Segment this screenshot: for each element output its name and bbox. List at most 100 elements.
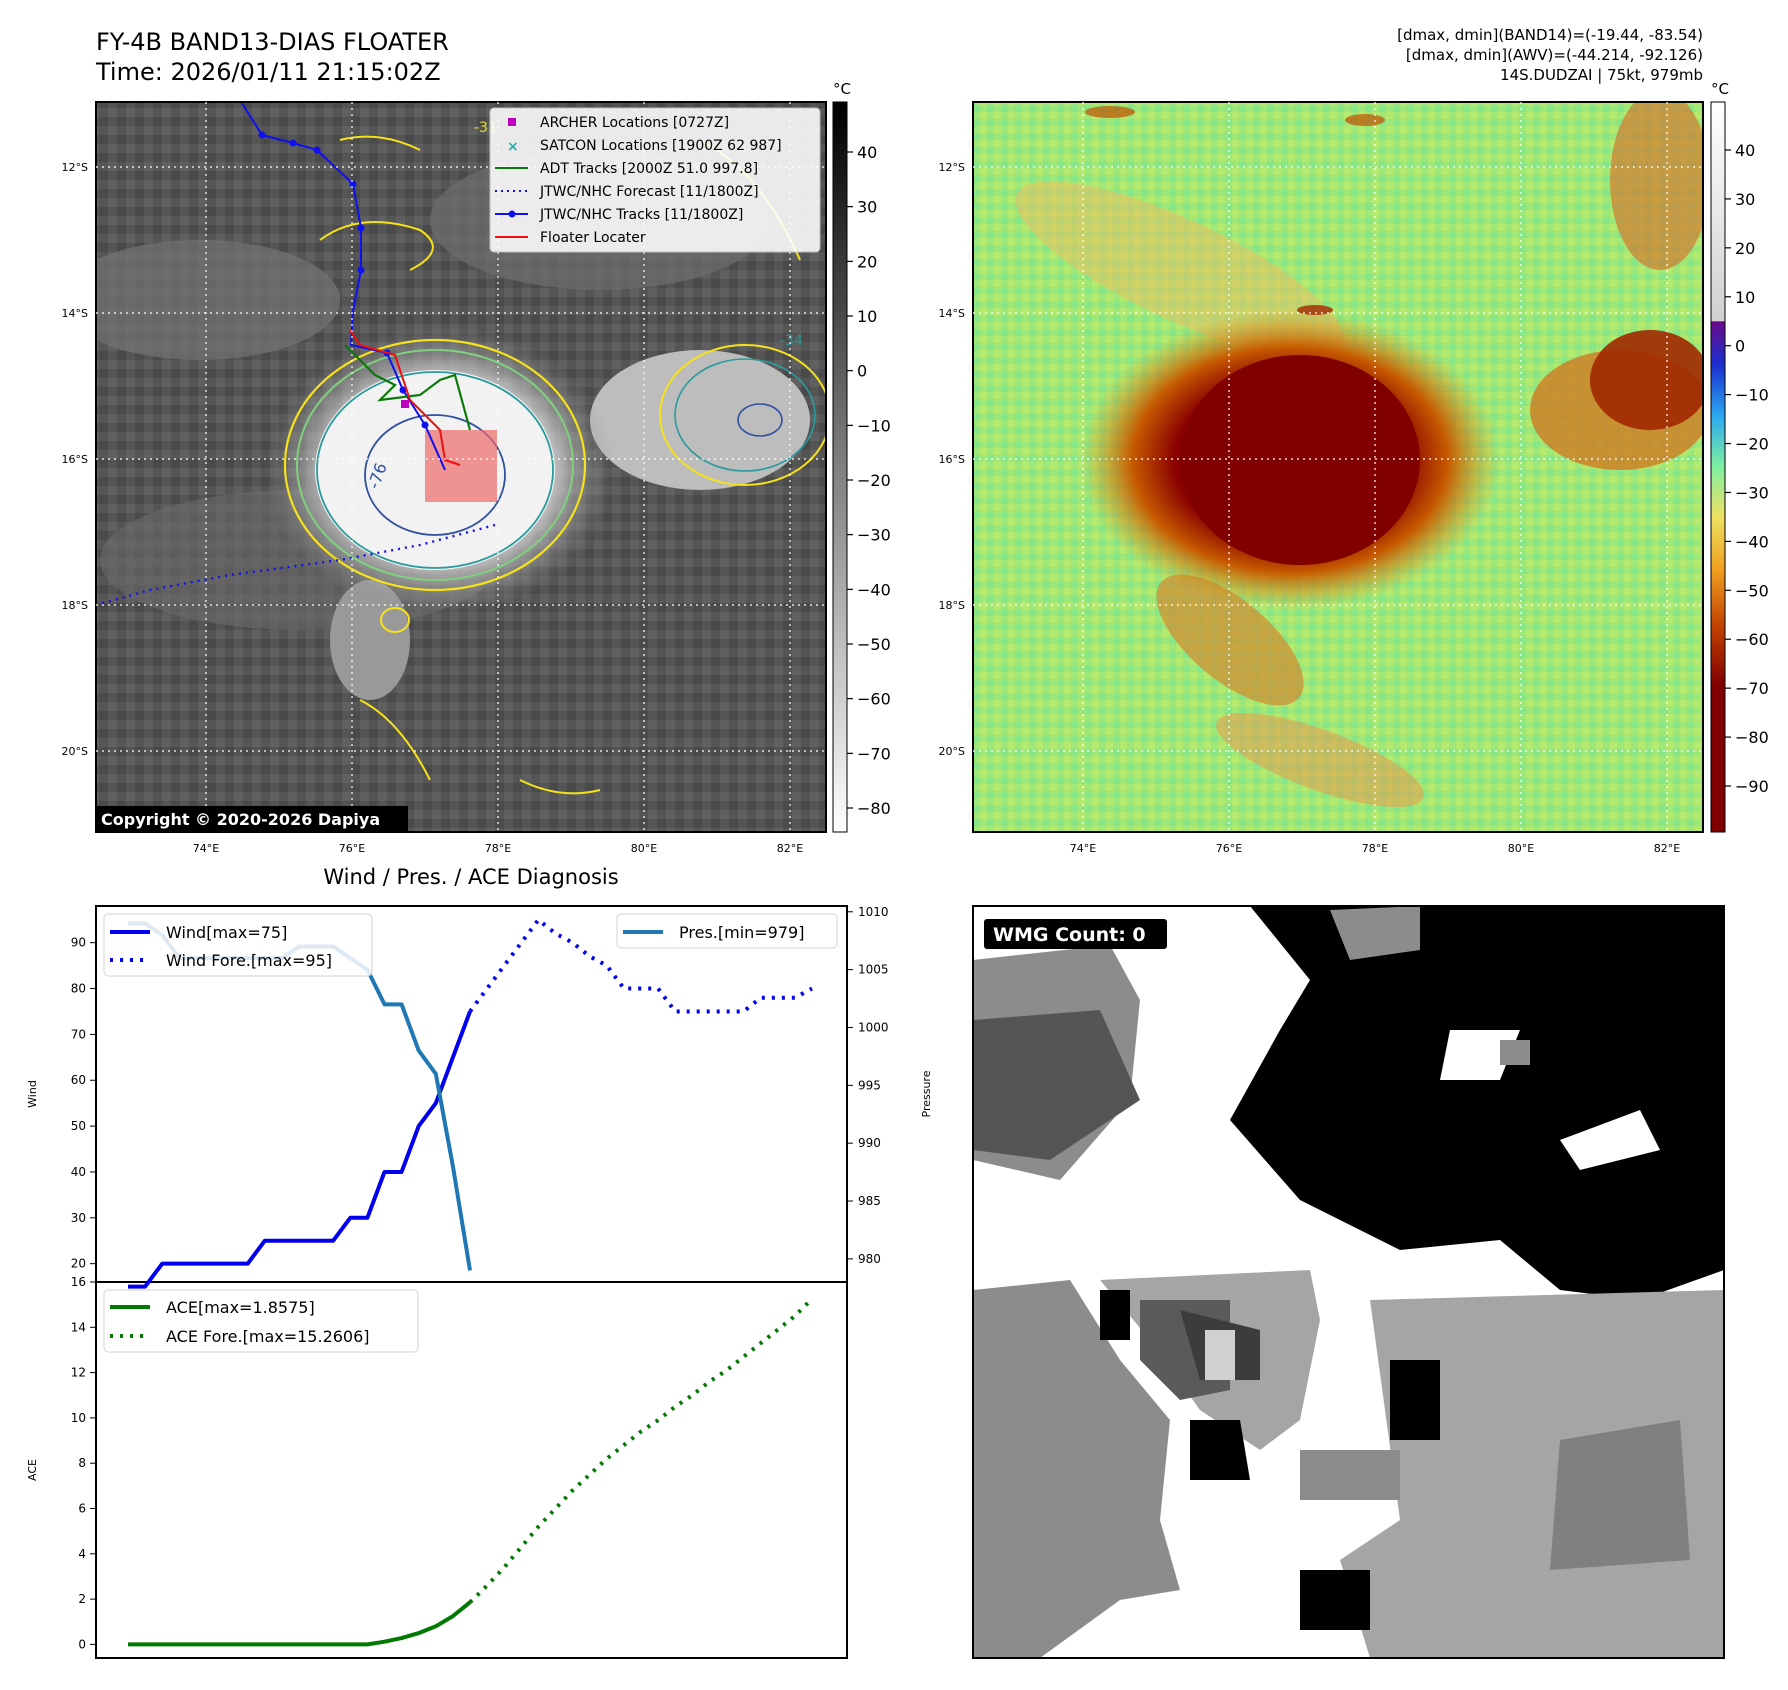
colorbar-tick-label: −90 bbox=[1735, 777, 1769, 796]
colorbar-tick-label: −10 bbox=[1735, 386, 1769, 405]
wind-tick-label: 90 bbox=[71, 936, 86, 950]
wmg-panel: WMG Count: 0 bbox=[972, 905, 1725, 1659]
ir-colorbar-ticks: 40 30 20 10 0 −10 −20 −30 −40 −50 −60 −70 −80 bbox=[847, 143, 891, 818]
pressure-tick-label: 985 bbox=[858, 1194, 881, 1208]
legend-floater: Floater Locater bbox=[540, 230, 646, 246]
wv-map-grid bbox=[973, 102, 1703, 832]
lat-label: 20°S bbox=[62, 745, 88, 758]
colorbar-tick-label: −60 bbox=[1735, 630, 1769, 649]
svg-text:×: × bbox=[507, 139, 519, 155]
map-legend: ARCHER Locations [0727Z] × SATCON Locati… bbox=[489, 107, 821, 253]
lat-label: 12°S bbox=[939, 161, 965, 174]
lon-label: 82°E bbox=[1654, 842, 1680, 855]
svg-text:-34: -34 bbox=[780, 333, 803, 349]
lat-label: 18°S bbox=[939, 599, 965, 612]
wind-tick-label: 60 bbox=[71, 1073, 86, 1087]
colorbar-tick-label: −80 bbox=[857, 799, 891, 818]
ir-map-frame bbox=[95, 101, 827, 833]
colorbar-tick-label: −40 bbox=[1735, 532, 1769, 551]
colorbar-tick-label: −80 bbox=[1735, 728, 1769, 747]
lat-label: 14°S bbox=[939, 307, 965, 320]
ir-colorbar-unit: °C bbox=[833, 80, 851, 98]
ace-tick-label: 8 bbox=[78, 1456, 86, 1470]
legend-ace-fore: ACE Fore.[max=15.2606] bbox=[166, 1327, 370, 1346]
pressure-tick-label: 990 bbox=[858, 1136, 881, 1150]
ace-tick-label: 6 bbox=[78, 1502, 86, 1516]
legend-satcon: SATCON Locations [1900Z 62 987] bbox=[540, 138, 782, 154]
colorbar-tick-label: −50 bbox=[857, 635, 891, 654]
wind-legend: Wind[max=75] Wind Fore.[max=95] bbox=[103, 913, 373, 977]
wind-forecast-line bbox=[468, 917, 813, 1014]
lon-label: 76°E bbox=[1216, 842, 1242, 855]
wv-map-panel bbox=[973, 102, 1703, 832]
diag-title: Wind / Pres. / ACE Diagnosis bbox=[323, 865, 618, 889]
colorbar-tick-label: 20 bbox=[857, 252, 877, 271]
colorbar-tick-label: −20 bbox=[1735, 435, 1769, 454]
wind-line bbox=[128, 1010, 472, 1289]
lat-label: 20°S bbox=[939, 745, 965, 758]
ace-tick-label: 10 bbox=[71, 1411, 86, 1425]
colorbar-tick-label: 0 bbox=[857, 362, 867, 381]
wind-tick-label: 20 bbox=[71, 1257, 86, 1271]
colorbar-tick-label: −20 bbox=[857, 471, 891, 490]
colorbar-tick-label: −40 bbox=[857, 580, 891, 599]
colorbar-tick-label: 10 bbox=[857, 307, 877, 326]
pressure-legend: Pres.[min=979] bbox=[616, 913, 838, 949]
info-line-1: [dmax, dmin](BAND14)=(-19.44, -83.54) bbox=[1397, 26, 1703, 44]
pressure-tick-label: 1005 bbox=[858, 963, 889, 977]
pressure-tick-label: 1010 bbox=[858, 905, 889, 919]
colorbar-tick-label: −50 bbox=[1735, 581, 1769, 600]
info-line-2: [dmax, dmin](AWV)=(-44.214, -92.126) bbox=[1406, 46, 1703, 64]
lon-label: 78°E bbox=[485, 842, 511, 855]
wind-tick-label: 80 bbox=[71, 982, 86, 996]
ace-tick-label: 0 bbox=[78, 1637, 86, 1651]
legend-wind-fore: Wind Fore.[max=95] bbox=[166, 951, 332, 970]
colorbar-tick-label: −70 bbox=[857, 744, 891, 763]
ace-tick-label: 12 bbox=[71, 1366, 86, 1380]
wv-colorbar bbox=[1710, 101, 1726, 833]
diag-ticks: 2030405060708090980985990995100010051010… bbox=[71, 905, 889, 1652]
ace-tick-label: 14 bbox=[71, 1320, 86, 1334]
info-line-3: 14S.DUDZAI | 75kt, 979mb bbox=[1500, 66, 1703, 84]
wind-tick-label: 30 bbox=[71, 1211, 86, 1225]
ace-tick-label: 2 bbox=[78, 1592, 86, 1606]
colorbar-tick-label: 0 bbox=[1735, 337, 1745, 356]
ace-legend: ACE[max=1.8575] ACE Fore.[max=15.2606] bbox=[103, 1289, 419, 1353]
lon-label: 80°E bbox=[631, 842, 657, 855]
wind-tick-label: 70 bbox=[71, 1027, 86, 1041]
wmg-count-badge bbox=[984, 919, 1167, 949]
wv-map-frame bbox=[972, 101, 1704, 833]
pressure-tick-label: 980 bbox=[858, 1252, 881, 1266]
lat-label: 14°S bbox=[62, 307, 88, 320]
ace-forecast-line bbox=[468, 1297, 814, 1604]
lon-label: 80°E bbox=[1508, 842, 1534, 855]
colorbar-tick-label: −30 bbox=[1735, 483, 1769, 502]
colorbar-tick-label: 10 bbox=[1735, 288, 1755, 307]
legend-ace: ACE[max=1.8575] bbox=[166, 1298, 315, 1317]
lon-label: 74°E bbox=[1070, 842, 1096, 855]
wmg-count-label: WMG Count: 0 bbox=[993, 924, 1146, 946]
ace-tick-label: 4 bbox=[78, 1547, 86, 1561]
copyright-text: Copyright © 2020-2026 Dapiya bbox=[101, 810, 380, 829]
legend-forecast: JTWC/NHC Forecast [11/1800Z] bbox=[539, 184, 759, 200]
wind-tick-label: 50 bbox=[71, 1119, 86, 1133]
title-line-1: FY-4B BAND13-DIAS FLOATER bbox=[96, 28, 449, 56]
pressure-tick-label: 995 bbox=[858, 1078, 881, 1092]
lat-label: 12°S bbox=[62, 161, 88, 174]
colorbar-tick-label: 40 bbox=[857, 143, 877, 162]
lon-label: 78°E bbox=[1362, 842, 1388, 855]
lat-label: 16°S bbox=[62, 453, 88, 466]
wind-axis-label: Wind bbox=[26, 1080, 39, 1108]
lat-label: 16°S bbox=[939, 453, 965, 466]
lat-label: 18°S bbox=[62, 599, 88, 612]
lon-label: 82°E bbox=[777, 842, 803, 855]
colorbar-tick-label: 20 bbox=[1735, 239, 1755, 258]
colorbar-tick-label: −10 bbox=[857, 416, 891, 435]
lon-label: 76°E bbox=[339, 842, 365, 855]
legend-archer: ARCHER Locations [0727Z] bbox=[540, 115, 729, 131]
pressure-axis-label: Pressure bbox=[920, 1070, 933, 1117]
colorbar-tick-label: 40 bbox=[1735, 141, 1755, 160]
colorbar-tick-label: −60 bbox=[857, 690, 891, 709]
wv-colorbar-unit: °C bbox=[1711, 80, 1729, 98]
